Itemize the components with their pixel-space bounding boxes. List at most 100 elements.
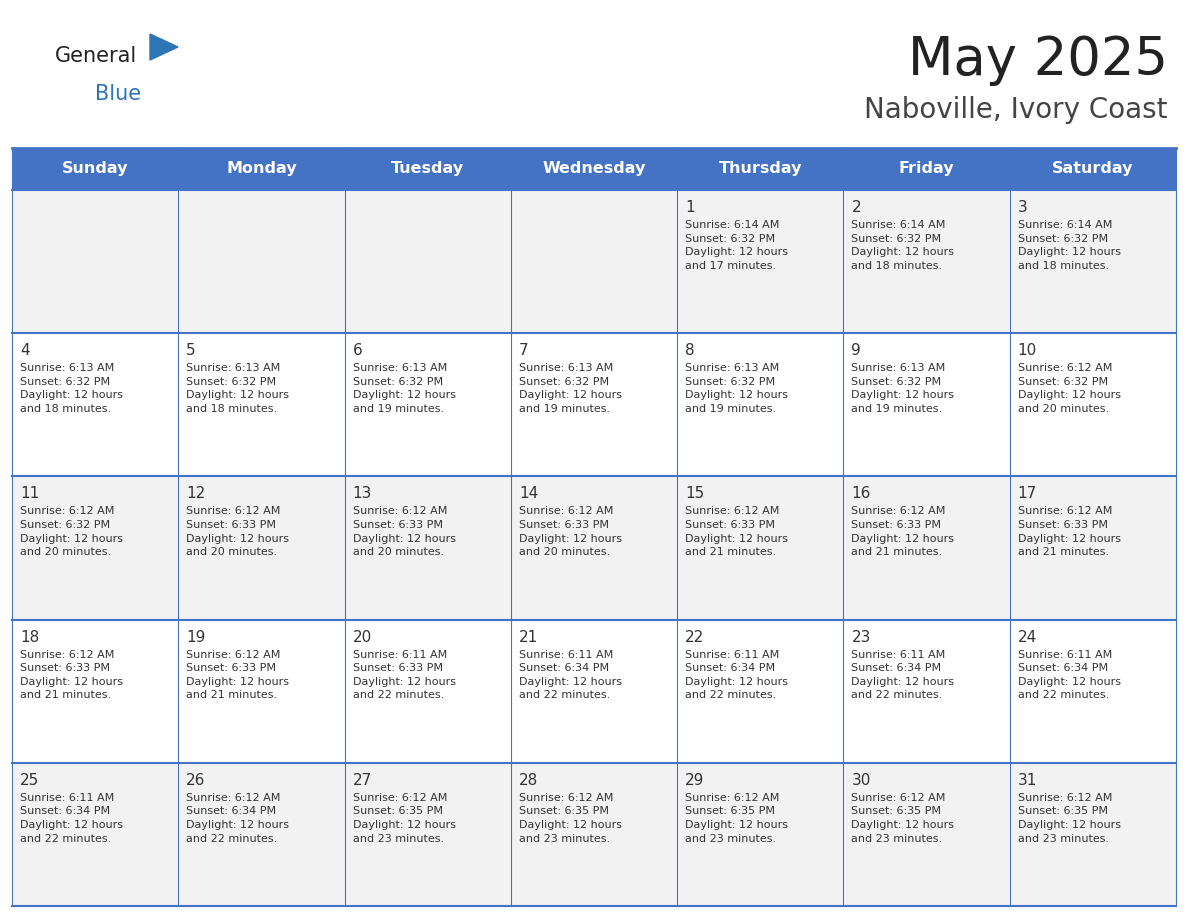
Bar: [12, 476, 178, 620]
Text: 7: 7: [519, 343, 529, 358]
Text: 21: 21: [519, 630, 538, 644]
Bar: [12, 190, 178, 333]
Bar: [843, 476, 1010, 620]
Text: Sunrise: 6:12 AM
Sunset: 6:33 PM
Daylight: 12 hours
and 21 minutes.: Sunrise: 6:12 AM Sunset: 6:33 PM Dayligh…: [20, 650, 124, 700]
Text: Blue: Blue: [95, 84, 141, 104]
Text: Sunrise: 6:12 AM
Sunset: 6:33 PM
Daylight: 12 hours
and 21 minutes.: Sunrise: 6:12 AM Sunset: 6:33 PM Dayligh…: [1018, 507, 1120, 557]
Bar: [345, 476, 511, 620]
Text: 12: 12: [187, 487, 206, 501]
Bar: [843, 333, 1010, 476]
Text: 31: 31: [1018, 773, 1037, 788]
Bar: [12, 148, 178, 190]
Text: Sunrise: 6:12 AM
Sunset: 6:33 PM
Daylight: 12 hours
and 21 minutes.: Sunrise: 6:12 AM Sunset: 6:33 PM Dayligh…: [852, 507, 954, 557]
Text: Sunrise: 6:13 AM
Sunset: 6:32 PM
Daylight: 12 hours
and 19 minutes.: Sunrise: 6:13 AM Sunset: 6:32 PM Dayligh…: [353, 364, 455, 414]
Bar: [677, 190, 843, 333]
Text: Sunrise: 6:12 AM
Sunset: 6:34 PM
Daylight: 12 hours
and 22 minutes.: Sunrise: 6:12 AM Sunset: 6:34 PM Dayligh…: [187, 793, 290, 844]
Text: 25: 25: [20, 773, 39, 788]
Text: Sunrise: 6:12 AM
Sunset: 6:33 PM
Daylight: 12 hours
and 20 minutes.: Sunrise: 6:12 AM Sunset: 6:33 PM Dayligh…: [187, 507, 290, 557]
Text: Thursday: Thursday: [719, 162, 802, 176]
Text: Sunrise: 6:14 AM
Sunset: 6:32 PM
Daylight: 12 hours
and 18 minutes.: Sunrise: 6:14 AM Sunset: 6:32 PM Dayligh…: [852, 220, 954, 271]
Bar: [511, 333, 677, 476]
Text: May 2025: May 2025: [908, 34, 1168, 86]
Text: Sunrise: 6:11 AM
Sunset: 6:34 PM
Daylight: 12 hours
and 22 minutes.: Sunrise: 6:11 AM Sunset: 6:34 PM Dayligh…: [20, 793, 124, 844]
Bar: [1010, 190, 1176, 333]
Bar: [511, 148, 677, 190]
Text: Sunrise: 6:11 AM
Sunset: 6:33 PM
Daylight: 12 hours
and 22 minutes.: Sunrise: 6:11 AM Sunset: 6:33 PM Dayligh…: [353, 650, 455, 700]
Bar: [1010, 620, 1176, 763]
Bar: [12, 333, 178, 476]
Text: 20: 20: [353, 630, 372, 644]
Text: 1: 1: [685, 200, 695, 215]
Text: Sunrise: 6:12 AM
Sunset: 6:32 PM
Daylight: 12 hours
and 20 minutes.: Sunrise: 6:12 AM Sunset: 6:32 PM Dayligh…: [1018, 364, 1120, 414]
Text: 5: 5: [187, 343, 196, 358]
Text: 26: 26: [187, 773, 206, 788]
Bar: [1010, 476, 1176, 620]
Bar: [843, 763, 1010, 906]
Bar: [345, 763, 511, 906]
Bar: [345, 333, 511, 476]
Text: Sunrise: 6:12 AM
Sunset: 6:35 PM
Daylight: 12 hours
and 23 minutes.: Sunrise: 6:12 AM Sunset: 6:35 PM Dayligh…: [685, 793, 788, 844]
Text: Sunrise: 6:11 AM
Sunset: 6:34 PM
Daylight: 12 hours
and 22 minutes.: Sunrise: 6:11 AM Sunset: 6:34 PM Dayligh…: [685, 650, 788, 700]
Text: Sunrise: 6:12 AM
Sunset: 6:35 PM
Daylight: 12 hours
and 23 minutes.: Sunrise: 6:12 AM Sunset: 6:35 PM Dayligh…: [353, 793, 455, 844]
Text: Sunrise: 6:12 AM
Sunset: 6:33 PM
Daylight: 12 hours
and 20 minutes.: Sunrise: 6:12 AM Sunset: 6:33 PM Dayligh…: [353, 507, 455, 557]
Bar: [511, 620, 677, 763]
Text: Sunrise: 6:13 AM
Sunset: 6:32 PM
Daylight: 12 hours
and 18 minutes.: Sunrise: 6:13 AM Sunset: 6:32 PM Dayligh…: [20, 364, 124, 414]
Bar: [1010, 148, 1176, 190]
Bar: [511, 476, 677, 620]
Bar: [677, 148, 843, 190]
Text: 14: 14: [519, 487, 538, 501]
Polygon shape: [150, 34, 178, 60]
Bar: [843, 190, 1010, 333]
Text: Sunrise: 6:13 AM
Sunset: 6:32 PM
Daylight: 12 hours
and 19 minutes.: Sunrise: 6:13 AM Sunset: 6:32 PM Dayligh…: [519, 364, 621, 414]
Bar: [345, 190, 511, 333]
Bar: [345, 620, 511, 763]
Text: 16: 16: [852, 487, 871, 501]
Text: Sunrise: 6:13 AM
Sunset: 6:32 PM
Daylight: 12 hours
and 18 minutes.: Sunrise: 6:13 AM Sunset: 6:32 PM Dayligh…: [187, 364, 290, 414]
Text: Sunrise: 6:14 AM
Sunset: 6:32 PM
Daylight: 12 hours
and 18 minutes.: Sunrise: 6:14 AM Sunset: 6:32 PM Dayligh…: [1018, 220, 1120, 271]
Text: 8: 8: [685, 343, 695, 358]
Bar: [1010, 333, 1176, 476]
Text: Tuesday: Tuesday: [391, 162, 465, 176]
Text: 29: 29: [685, 773, 704, 788]
Bar: [677, 476, 843, 620]
Bar: [677, 620, 843, 763]
Text: 4: 4: [20, 343, 30, 358]
Text: 10: 10: [1018, 343, 1037, 358]
Bar: [345, 148, 511, 190]
Bar: [178, 333, 345, 476]
Text: Friday: Friday: [899, 162, 954, 176]
Bar: [12, 620, 178, 763]
Text: Sunrise: 6:11 AM
Sunset: 6:34 PM
Daylight: 12 hours
and 22 minutes.: Sunrise: 6:11 AM Sunset: 6:34 PM Dayligh…: [852, 650, 954, 700]
Bar: [178, 476, 345, 620]
Text: Wednesday: Wednesday: [542, 162, 646, 176]
Bar: [178, 763, 345, 906]
Text: Sunrise: 6:12 AM
Sunset: 6:33 PM
Daylight: 12 hours
and 21 minutes.: Sunrise: 6:12 AM Sunset: 6:33 PM Dayligh…: [685, 507, 788, 557]
Text: Sunday: Sunday: [62, 162, 128, 176]
Bar: [178, 148, 345, 190]
Text: Sunrise: 6:12 AM
Sunset: 6:35 PM
Daylight: 12 hours
and 23 minutes.: Sunrise: 6:12 AM Sunset: 6:35 PM Dayligh…: [1018, 793, 1120, 844]
Text: 11: 11: [20, 487, 39, 501]
Bar: [677, 763, 843, 906]
Text: 27: 27: [353, 773, 372, 788]
Text: Naboville, Ivory Coast: Naboville, Ivory Coast: [865, 96, 1168, 124]
Text: Sunrise: 6:14 AM
Sunset: 6:32 PM
Daylight: 12 hours
and 17 minutes.: Sunrise: 6:14 AM Sunset: 6:32 PM Dayligh…: [685, 220, 788, 271]
Text: 23: 23: [852, 630, 871, 644]
Text: Sunrise: 6:12 AM
Sunset: 6:32 PM
Daylight: 12 hours
and 20 minutes.: Sunrise: 6:12 AM Sunset: 6:32 PM Dayligh…: [20, 507, 124, 557]
Text: Sunrise: 6:13 AM
Sunset: 6:32 PM
Daylight: 12 hours
and 19 minutes.: Sunrise: 6:13 AM Sunset: 6:32 PM Dayligh…: [852, 364, 954, 414]
Bar: [178, 190, 345, 333]
Text: 28: 28: [519, 773, 538, 788]
Bar: [511, 763, 677, 906]
Text: Sunrise: 6:11 AM
Sunset: 6:34 PM
Daylight: 12 hours
and 22 minutes.: Sunrise: 6:11 AM Sunset: 6:34 PM Dayligh…: [519, 650, 621, 700]
Text: 6: 6: [353, 343, 362, 358]
Text: Saturday: Saturday: [1053, 162, 1133, 176]
Text: 22: 22: [685, 630, 704, 644]
Text: 24: 24: [1018, 630, 1037, 644]
Text: Sunrise: 6:12 AM
Sunset: 6:33 PM
Daylight: 12 hours
and 21 minutes.: Sunrise: 6:12 AM Sunset: 6:33 PM Dayligh…: [187, 650, 290, 700]
Text: Sunrise: 6:12 AM
Sunset: 6:35 PM
Daylight: 12 hours
and 23 minutes.: Sunrise: 6:12 AM Sunset: 6:35 PM Dayligh…: [852, 793, 954, 844]
Text: Sunrise: 6:12 AM
Sunset: 6:35 PM
Daylight: 12 hours
and 23 minutes.: Sunrise: 6:12 AM Sunset: 6:35 PM Dayligh…: [519, 793, 621, 844]
Text: 9: 9: [852, 343, 861, 358]
Bar: [677, 333, 843, 476]
Bar: [511, 190, 677, 333]
Bar: [1010, 763, 1176, 906]
Text: 3: 3: [1018, 200, 1028, 215]
